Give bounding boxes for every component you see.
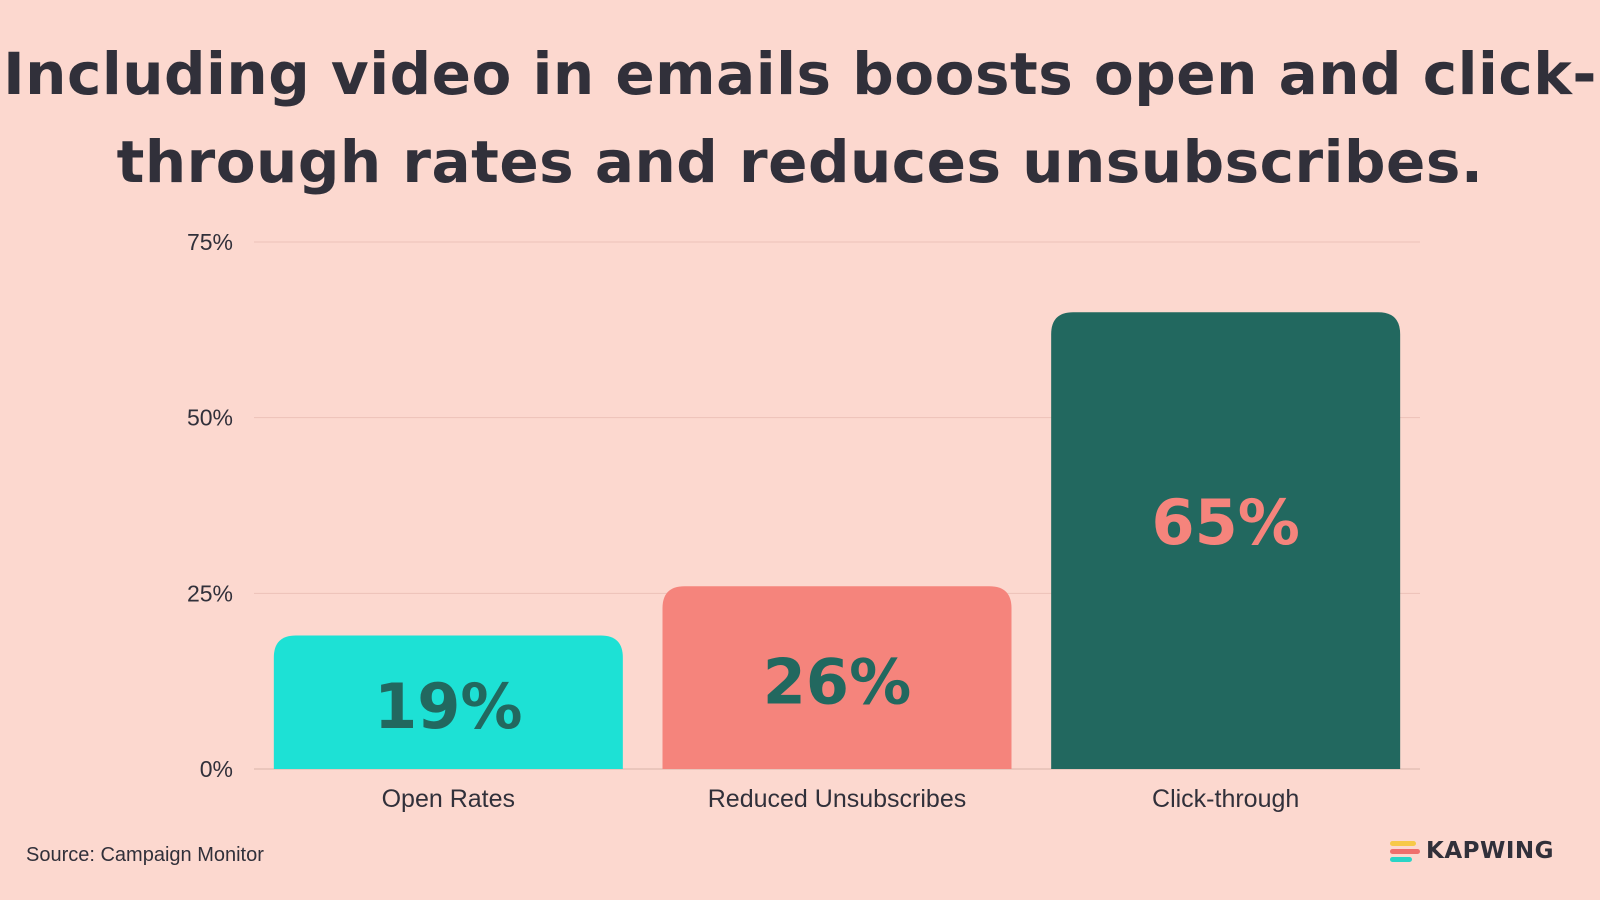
y-tick-label: 0%	[200, 756, 233, 782]
kapwing-logo-icon	[1390, 840, 1420, 862]
bar	[1051, 312, 1401, 769]
chart-title-line-1: Including video in emails boosts open an…	[3, 40, 1597, 108]
chart-title-line-2: through rates and reduces unsubscribes.	[116, 128, 1484, 196]
bar-value-label: 19%	[374, 670, 522, 743]
y-tick-label: 75%	[187, 229, 233, 255]
brand-logo: KAPWING	[1390, 838, 1554, 864]
x-category-label: Open Rates	[382, 785, 515, 813]
bar-value-label: 26%	[763, 646, 911, 719]
logo-stripe-2	[1390, 849, 1420, 854]
bar	[662, 586, 1012, 769]
bar	[273, 635, 623, 769]
brand-name: KAPWING	[1426, 838, 1555, 864]
x-category-label: Reduced Unsubscribes	[708, 785, 966, 813]
source-note: Source: Campaign Monitor	[26, 844, 264, 866]
logo-stripe-1	[1390, 841, 1416, 846]
logo-stripe-3	[1390, 857, 1412, 862]
chart-title: Including video in emails boosts open an…	[0, 30, 1600, 206]
y-tick-label: 50%	[187, 405, 233, 431]
y-tick-label: 25%	[187, 580, 233, 606]
bar-value-label: 65%	[1151, 486, 1299, 559]
x-category-label: Click-through	[1152, 785, 1299, 813]
